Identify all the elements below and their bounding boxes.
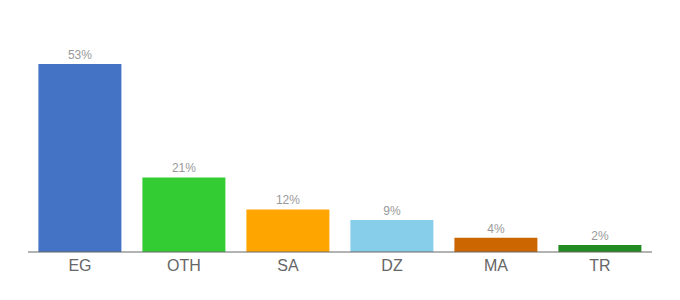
svg-text:TR: TR bbox=[589, 257, 610, 274]
svg-text:MA: MA bbox=[484, 257, 508, 274]
svg-text:EG: EG bbox=[68, 257, 91, 274]
svg-text:9%: 9% bbox=[383, 204, 401, 218]
svg-text:4%: 4% bbox=[487, 222, 505, 236]
svg-text:DZ: DZ bbox=[381, 257, 403, 274]
svg-text:SA: SA bbox=[277, 257, 299, 274]
svg-text:OTH: OTH bbox=[167, 257, 201, 274]
svg-text:2%: 2% bbox=[591, 229, 609, 243]
svg-text:12%: 12% bbox=[276, 193, 300, 207]
svg-text:21%: 21% bbox=[172, 161, 196, 175]
svg-text:53%: 53% bbox=[68, 48, 92, 62]
